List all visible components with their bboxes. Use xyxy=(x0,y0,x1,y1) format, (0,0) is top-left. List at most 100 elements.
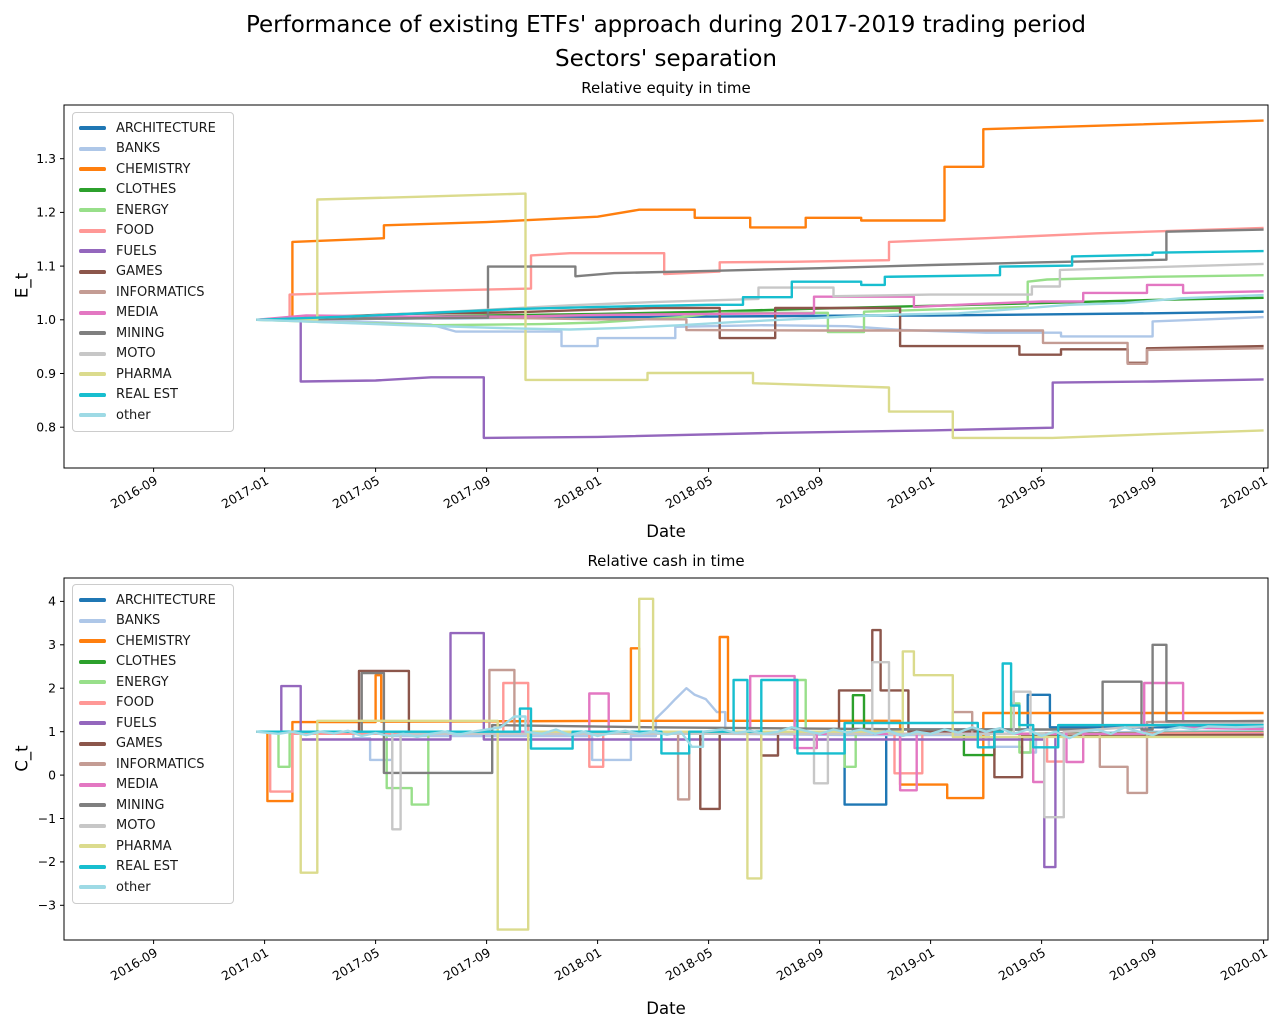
series-lines-1 xyxy=(256,597,1264,931)
legend-label: ENERGY xyxy=(116,202,169,218)
svg-text:1.3: 1.3 xyxy=(36,151,56,166)
legend-item-games: GAMES xyxy=(79,262,227,283)
legend-label: ARCHITECTURE xyxy=(116,592,216,608)
legend-label: BANKS xyxy=(116,141,161,157)
legend-swatch-pharma xyxy=(79,372,106,377)
legend-label: INFORMATICS xyxy=(116,284,205,300)
legend-swatch-games xyxy=(79,269,106,274)
svg-text:1.2: 1.2 xyxy=(36,205,56,220)
svg-text:−3: −3 xyxy=(38,898,56,913)
legend-item-fuels: FUELS xyxy=(79,713,227,734)
legend-item-mining: MINING xyxy=(79,323,227,344)
series-lines-0 xyxy=(256,119,1264,440)
legend-label: REAL EST xyxy=(116,387,178,403)
line-pharma xyxy=(256,192,1264,440)
legend-item-chemistry: CHEMISTRY xyxy=(79,631,227,652)
x-axis-label-equity: Date xyxy=(646,522,686,541)
legend-item-food: FOOD xyxy=(79,693,227,714)
legend-swatch-mining xyxy=(79,331,106,336)
svg-text:2020-01: 2020-01 xyxy=(1218,945,1270,984)
legend-label: MOTO xyxy=(116,346,156,362)
legend-label: REAL EST xyxy=(116,859,178,875)
line-informatics xyxy=(256,316,1264,365)
legend-item-media: MEDIA xyxy=(79,303,227,324)
svg-text:2018-09: 2018-09 xyxy=(774,473,826,512)
legend-swatch-clothes xyxy=(79,187,106,192)
legend-swatch-media xyxy=(79,310,106,315)
legend-equity: ARCHITECTURE BANKS CHEMISTRY CLOTHES ENERGY F… xyxy=(72,112,234,432)
figure-title-line1: Performance of existing ETFs' approach d… xyxy=(245,12,1087,38)
legend-swatch-pharma xyxy=(79,844,106,849)
legend-label: other xyxy=(116,879,151,895)
svg-text:2017-01: 2017-01 xyxy=(219,473,271,512)
legend-item-pharma: PHARMA xyxy=(79,836,227,857)
legend-item-clothes: CLOTHES xyxy=(79,180,227,201)
svg-text:1: 1 xyxy=(48,724,56,739)
legend-item-informatics: INFORMATICS xyxy=(79,754,227,775)
svg-text:−1: −1 xyxy=(38,811,56,826)
legend-label: CLOTHES xyxy=(116,654,177,670)
legend-item-architecture: ARCHITECTURE xyxy=(79,590,227,611)
legend-item-moto: MOTO xyxy=(79,344,227,365)
legend-swatch-real-est xyxy=(79,864,106,869)
legend-label: MOTO xyxy=(116,818,156,834)
legend-swatch-media xyxy=(79,782,106,787)
svg-text:2018-05: 2018-05 xyxy=(663,473,715,512)
svg-text:3: 3 xyxy=(48,637,56,652)
legend-label: other xyxy=(116,407,151,423)
y-axis-labels-0: 0.8 0.9 1.0 1.1 1.2 1.3 xyxy=(36,151,56,435)
legend-swatch-games xyxy=(79,741,106,746)
svg-text:1.0: 1.0 xyxy=(36,312,56,327)
legend-label: PHARMA xyxy=(116,838,172,854)
svg-text:2019-09: 2019-09 xyxy=(1107,473,1159,512)
svg-text:2: 2 xyxy=(48,681,56,696)
svg-text:2017-09: 2017-09 xyxy=(441,473,493,512)
legend-label: FOOD xyxy=(116,695,154,711)
y-axis-labels-1: −3 −2 −1 0 1 2 3 4 xyxy=(38,594,56,913)
legend-swatch-other xyxy=(79,413,106,418)
line-fuels xyxy=(256,631,1264,869)
legend-swatch-energy xyxy=(79,208,106,213)
x-axis-ticks-0 xyxy=(153,468,1265,472)
legend-swatch-food xyxy=(79,700,106,705)
svg-text:2017-01: 2017-01 xyxy=(219,945,271,984)
y-axis-ticks-1 xyxy=(60,600,64,906)
legend-swatch-moto xyxy=(79,351,106,356)
chart-title-equity: Relative equity in time xyxy=(581,79,751,97)
line-media xyxy=(256,283,1264,321)
x-axis-labels-0: 2016-09 2017-01 2017-05 2017-09 2018-01 2018-… xyxy=(108,473,1270,512)
legend-swatch-energy xyxy=(79,680,106,685)
legend-swatch-fuels xyxy=(79,721,106,726)
legend-swatch-clothes xyxy=(79,659,106,664)
legend-swatch-food xyxy=(79,228,106,233)
svg-text:2018-01: 2018-01 xyxy=(552,945,604,984)
legend-label: FOOD xyxy=(116,223,154,239)
svg-text:−2: −2 xyxy=(38,854,56,869)
legend-item-energy: ENERGY xyxy=(79,672,227,693)
legend-label: ENERGY xyxy=(116,674,169,690)
line-fuels xyxy=(256,318,1264,440)
legend-label: GAMES xyxy=(116,736,163,752)
legend-swatch-mining xyxy=(79,803,106,808)
x-axis-labels-1: 2016-09 2017-01 2017-05 2017-09 2018-01 2018-… xyxy=(108,945,1270,984)
line-real-est xyxy=(256,249,1264,321)
legend-item-other: other xyxy=(79,877,227,898)
svg-text:0.8: 0.8 xyxy=(36,420,56,435)
legend-item-moto: MOTO xyxy=(79,816,227,837)
svg-text:2019-05: 2019-05 xyxy=(996,945,1048,984)
legend-label: FUELS xyxy=(116,243,157,259)
line-other xyxy=(256,293,1264,331)
svg-text:2017-05: 2017-05 xyxy=(330,473,382,512)
chart-title-cash: Relative cash in time xyxy=(587,552,745,570)
x-axis-label-cash: Date xyxy=(646,999,686,1018)
legend-item-architecture: ARCHITECTURE xyxy=(79,118,227,139)
legend-swatch-informatics xyxy=(79,762,106,767)
figure-title-line2: Sectors' separation xyxy=(555,46,777,72)
y-axis-ticks-0 xyxy=(60,158,64,428)
legend-item-chemistry: CHEMISTRY xyxy=(79,159,227,180)
legend-item-food: FOOD xyxy=(79,221,227,242)
legend-label: MINING xyxy=(116,325,165,341)
legend-label: FUELS xyxy=(116,715,157,731)
legend-swatch-informatics xyxy=(79,290,106,295)
